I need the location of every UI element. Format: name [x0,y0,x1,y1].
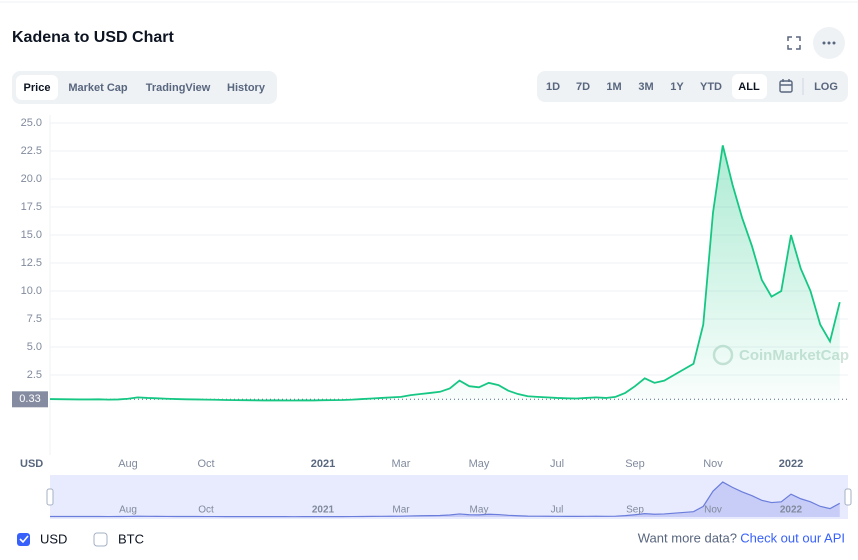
x-tick-label: Aug [118,458,138,470]
fullscreen-button[interactable] [787,36,801,50]
y-tick-label: 22.5 [21,145,42,157]
navigator-tick-label: Jul [551,505,564,516]
navigator-handle[interactable] [46,488,54,506]
x-tick-label: May [469,458,490,470]
y-tick-label: 2.5 [27,369,42,381]
usd-checkbox[interactable] [17,533,30,546]
navigator-tick-label: Nov [704,505,722,516]
calendar-button[interactable] [779,79,793,93]
price-line [49,145,841,402]
price-area [50,145,840,403]
currency-option[interactable]: BTC [118,531,144,546]
x-tick-label: Sep [625,458,645,470]
range-bar [537,71,848,102]
api-link[interactable]: Check out our API [740,530,845,545]
y-tick-label: 7.5 [27,313,42,325]
active-range [732,74,767,99]
range-button[interactable]: 1D [546,81,560,93]
y-tick-label: 5.0 [27,341,42,353]
range-button[interactable]: 3M [638,81,653,93]
y-tick-label: 15.0 [21,229,42,241]
x-tick-label: Jul [550,458,564,470]
navigator-tick-label: Sep [626,505,644,516]
navigator-tick-label: 2022 [780,505,803,516]
navigator-tick-label: Aug [119,505,137,516]
range-button[interactable]: ALL [738,81,760,93]
range-button[interactable]: LOG [814,81,838,93]
chart-tab[interactable]: TradingView [146,82,211,94]
x-axis-unit: USD [20,458,43,470]
range-button[interactable]: 1M [606,81,621,93]
navigator-line [49,481,841,518]
navigator-area [50,482,840,517]
navigator-handle[interactable] [844,488,852,506]
x-tick-label: Mar [392,458,411,470]
range-button[interactable]: 1Y [670,81,684,93]
btc-checkbox[interactable] [93,532,108,547]
x-tick-label: 2022 [779,458,803,470]
api-prompt: Want more data? [638,530,737,545]
navigator-tick-label: 2021 [312,505,335,516]
x-tick-label: Nov [703,458,723,470]
y-tick-label: 12.5 [21,257,42,269]
navigator-tick-label: Mar [392,505,410,516]
chart-tab[interactable]: Price [24,82,51,94]
range-button[interactable]: YTD [700,81,722,93]
more-button[interactable] [813,27,845,59]
tab-bar [12,71,277,104]
y-tick-label: 10.0 [21,285,42,297]
active-tab [16,75,58,100]
y-tick-label: 17.5 [21,201,42,213]
reference-badge [12,391,48,408]
x-tick-label: Oct [197,458,214,470]
title: Kadena to USD Chart [12,29,174,46]
reference-label: 0.33 [19,393,40,405]
chart-tab[interactable]: Market Cap [68,82,128,94]
check-icon [19,535,29,544]
x-tick-label: 2021 [311,458,335,470]
navigator-tick-label: Oct [198,505,214,516]
navigator-tick-label: May [470,505,489,516]
chart-tab[interactable]: History [227,82,266,94]
currency-option[interactable]: USD [40,531,67,546]
y-tick-label: 25.0 [21,117,42,129]
y-tick-label: 20.0 [21,173,42,185]
range-button[interactable]: 7D [576,81,590,93]
